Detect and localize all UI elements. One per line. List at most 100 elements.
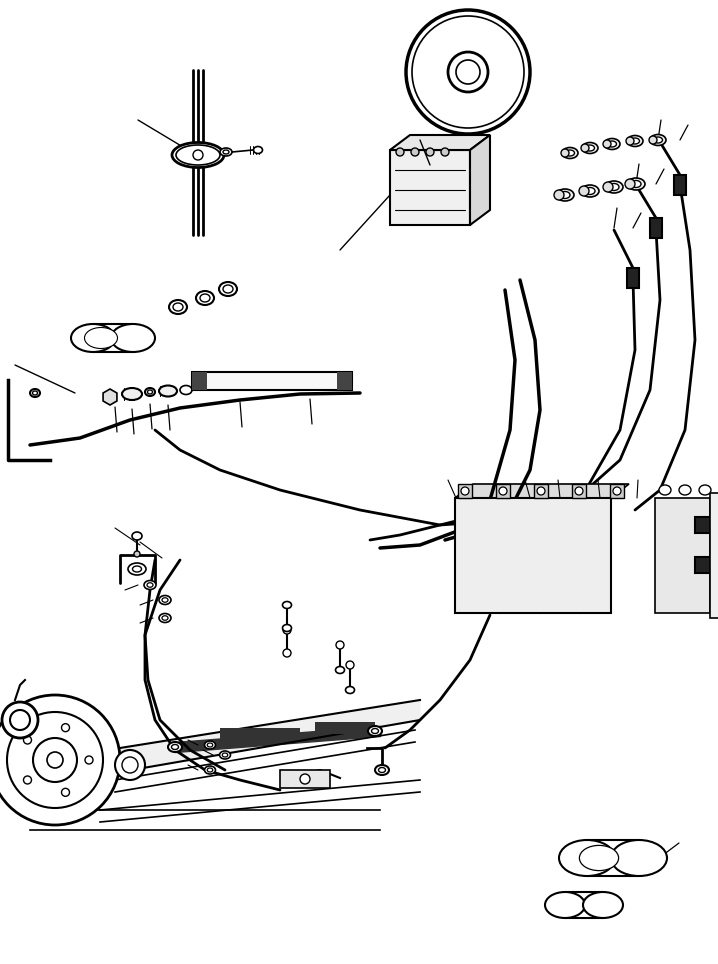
Circle shape <box>24 776 32 784</box>
Circle shape <box>625 179 635 189</box>
Ellipse shape <box>282 625 292 631</box>
Circle shape <box>412 16 524 128</box>
Circle shape <box>561 149 569 157</box>
Ellipse shape <box>220 148 232 156</box>
Circle shape <box>134 551 140 557</box>
Ellipse shape <box>85 328 118 349</box>
Bar <box>337 372 352 390</box>
Bar <box>220 728 300 740</box>
Bar <box>534 484 548 498</box>
Ellipse shape <box>147 583 153 587</box>
Bar <box>610 484 624 498</box>
Bar <box>674 175 686 195</box>
Circle shape <box>626 137 634 145</box>
Ellipse shape <box>566 150 574 156</box>
Ellipse shape <box>559 840 615 876</box>
Ellipse shape <box>282 602 292 608</box>
Bar <box>315 722 375 734</box>
Ellipse shape <box>609 183 619 191</box>
Ellipse shape <box>132 532 142 540</box>
Circle shape <box>193 150 203 160</box>
Ellipse shape <box>604 139 620 149</box>
Circle shape <box>441 148 449 156</box>
Ellipse shape <box>144 580 156 590</box>
Ellipse shape <box>345 686 355 693</box>
Ellipse shape <box>122 388 142 400</box>
Polygon shape <box>103 389 117 405</box>
Bar <box>192 372 352 390</box>
Ellipse shape <box>335 666 345 674</box>
Ellipse shape <box>631 180 641 188</box>
Ellipse shape <box>162 598 168 602</box>
Ellipse shape <box>562 147 578 158</box>
Ellipse shape <box>605 181 623 193</box>
Ellipse shape <box>537 487 545 495</box>
Circle shape <box>24 736 32 744</box>
Ellipse shape <box>205 741 215 749</box>
Bar <box>695 557 718 573</box>
Ellipse shape <box>585 188 595 195</box>
Ellipse shape <box>159 596 171 604</box>
Ellipse shape <box>581 185 599 197</box>
Bar <box>192 372 207 390</box>
Bar <box>650 218 662 238</box>
Circle shape <box>448 52 488 92</box>
Ellipse shape <box>699 485 711 495</box>
Ellipse shape <box>32 391 37 395</box>
Ellipse shape <box>168 742 182 752</box>
Ellipse shape <box>611 840 667 876</box>
Circle shape <box>7 712 103 808</box>
Ellipse shape <box>575 487 583 495</box>
Ellipse shape <box>613 487 621 495</box>
Polygon shape <box>390 135 490 150</box>
Ellipse shape <box>220 751 230 759</box>
Ellipse shape <box>585 145 595 151</box>
Ellipse shape <box>71 324 115 352</box>
Ellipse shape <box>200 294 210 302</box>
Ellipse shape <box>378 767 386 772</box>
Ellipse shape <box>172 143 224 168</box>
Ellipse shape <box>169 300 187 314</box>
Ellipse shape <box>653 137 663 143</box>
Bar <box>710 493 718 618</box>
Circle shape <box>47 752 63 768</box>
Ellipse shape <box>30 389 40 397</box>
Ellipse shape <box>583 892 623 918</box>
Circle shape <box>581 144 589 152</box>
Circle shape <box>336 641 344 649</box>
Bar <box>655 498 710 613</box>
Ellipse shape <box>159 386 177 396</box>
Ellipse shape <box>253 147 263 153</box>
Circle shape <box>2 702 38 738</box>
Ellipse shape <box>173 303 183 311</box>
Circle shape <box>426 148 434 156</box>
Ellipse shape <box>208 743 213 747</box>
Ellipse shape <box>111 324 155 352</box>
Polygon shape <box>390 150 470 225</box>
Bar <box>627 268 639 288</box>
Ellipse shape <box>545 892 585 918</box>
Ellipse shape <box>627 178 645 190</box>
Circle shape <box>406 10 530 134</box>
Ellipse shape <box>368 726 382 736</box>
Ellipse shape <box>219 282 237 296</box>
Ellipse shape <box>147 390 152 394</box>
Circle shape <box>85 756 93 764</box>
Circle shape <box>283 649 291 657</box>
Bar <box>455 498 611 613</box>
Circle shape <box>62 789 70 796</box>
Circle shape <box>10 710 30 730</box>
Ellipse shape <box>208 768 213 772</box>
Ellipse shape <box>627 136 643 147</box>
Circle shape <box>396 148 404 156</box>
Ellipse shape <box>579 845 619 870</box>
Circle shape <box>411 148 419 156</box>
Ellipse shape <box>172 744 179 749</box>
Ellipse shape <box>560 192 570 199</box>
Polygon shape <box>455 484 629 498</box>
Circle shape <box>603 182 613 192</box>
Bar <box>695 517 718 533</box>
Bar <box>572 484 586 498</box>
Circle shape <box>346 661 354 669</box>
Ellipse shape <box>176 145 220 165</box>
